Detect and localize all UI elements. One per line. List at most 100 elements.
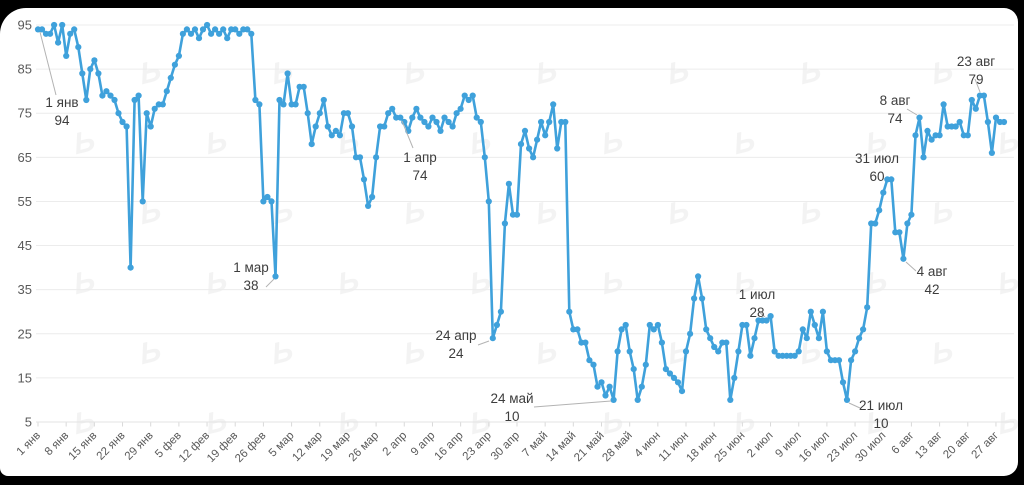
data-point[interactable] [992,114,1000,121]
data-point[interactable] [429,114,436,121]
data-point[interactable] [191,26,199,33]
data-point[interactable] [449,123,456,130]
data-point[interactable] [864,304,871,311]
data-point[interactable] [924,127,931,134]
data-point[interactable] [674,379,682,386]
data-point[interactable] [678,388,686,395]
data-point[interactable] [356,154,364,161]
data-point[interactable] [163,88,170,95]
data-point[interactable] [695,273,702,280]
data-point[interactable] [159,101,166,108]
data-point[interactable] [606,383,613,390]
data-point[interactable] [852,348,859,355]
data-point[interactable] [538,118,545,126]
data-point[interactable] [437,127,444,134]
data-point[interactable] [336,132,343,139]
data-point[interactable] [99,92,106,99]
data-point[interactable] [819,308,827,315]
data-point[interactable] [199,26,207,33]
data-point[interactable] [546,118,553,126]
data-point[interactable] [115,110,122,117]
data-point[interactable] [417,114,424,121]
data-point[interactable] [87,66,94,73]
data-point[interactable] [767,313,774,320]
data-point[interactable] [425,123,432,130]
data-point[interactable] [984,118,992,126]
data-point[interactable] [47,30,54,37]
data-point[interactable] [666,370,674,377]
data-point[interactable] [598,379,605,386]
data-point[interactable] [256,101,263,108]
data-point[interactable] [900,255,907,262]
data-point[interactable] [461,92,468,99]
data-point[interactable] [731,374,738,381]
data-point[interactable] [332,127,339,134]
data-point[interactable] [566,308,573,315]
data-point[interactable] [220,26,227,33]
data-point[interactable] [195,35,203,42]
data-point[interactable] [292,101,299,108]
data-point[interactable] [799,326,806,333]
data-point[interactable] [204,21,211,29]
data-point[interactable] [91,57,98,64]
data-point[interactable] [139,198,146,205]
data-point[interactable] [477,118,484,126]
data-point[interactable] [650,326,657,333]
data-point[interactable] [308,141,315,148]
data-point[interactable] [143,110,150,117]
data-point[interactable] [328,132,335,139]
data-point[interactable] [441,114,448,121]
data-point[interactable] [912,132,919,139]
data-point[interactable] [791,352,798,359]
data-point[interactable] [795,348,802,355]
data-point[interactable] [860,326,867,333]
data-point[interactable] [928,136,935,143]
data-point[interactable] [344,110,351,117]
data-point[interactable] [71,26,78,33]
data-point[interactable] [968,96,975,104]
data-point[interactable] [409,114,416,121]
data-point[interactable] [815,335,823,342]
data-point[interactable] [513,211,521,218]
data-point[interactable] [135,92,142,99]
data-point[interactable] [312,123,319,130]
data-point[interactable] [843,396,851,403]
data-point[interactable] [373,154,380,161]
data-point[interactable] [489,335,496,342]
data-point[interactable] [888,176,895,183]
data-point[interactable] [365,202,372,209]
data-point[interactable] [501,220,508,227]
data-point[interactable] [248,30,255,37]
data-point[interactable] [856,335,863,342]
data-point[interactable] [703,326,710,333]
data-point[interactable] [264,193,271,201]
data-point[interactable] [988,149,996,156]
data-point[interactable] [465,96,472,104]
data-point[interactable] [634,396,641,403]
data-point[interactable] [715,348,722,355]
data-point[interactable] [554,145,561,152]
data-point[interactable] [582,339,589,346]
data-point[interactable] [236,30,243,37]
data-point[interactable] [83,96,90,104]
data-point[interactable] [823,348,831,355]
data-point[interactable] [574,326,581,333]
data-point[interactable] [594,383,601,390]
data-point[interactable] [1000,118,1008,126]
data-point[interactable] [208,30,215,37]
data-point[interactable] [747,352,754,359]
data-point[interactable] [904,220,911,227]
data-point[interactable] [614,348,621,355]
data-point[interactable] [811,321,818,329]
data-point[interactable] [216,30,223,37]
data-point[interactable] [59,21,66,29]
data-point[interactable] [642,361,649,368]
data-point[interactable] [622,321,629,329]
data-point[interactable] [896,229,903,236]
data-point[interactable] [175,52,182,60]
data-point[interactable] [542,132,549,139]
data-point[interactable] [187,30,195,37]
data-point[interactable] [562,118,569,126]
data-point[interactable] [956,118,963,126]
data-point[interactable] [481,154,488,161]
